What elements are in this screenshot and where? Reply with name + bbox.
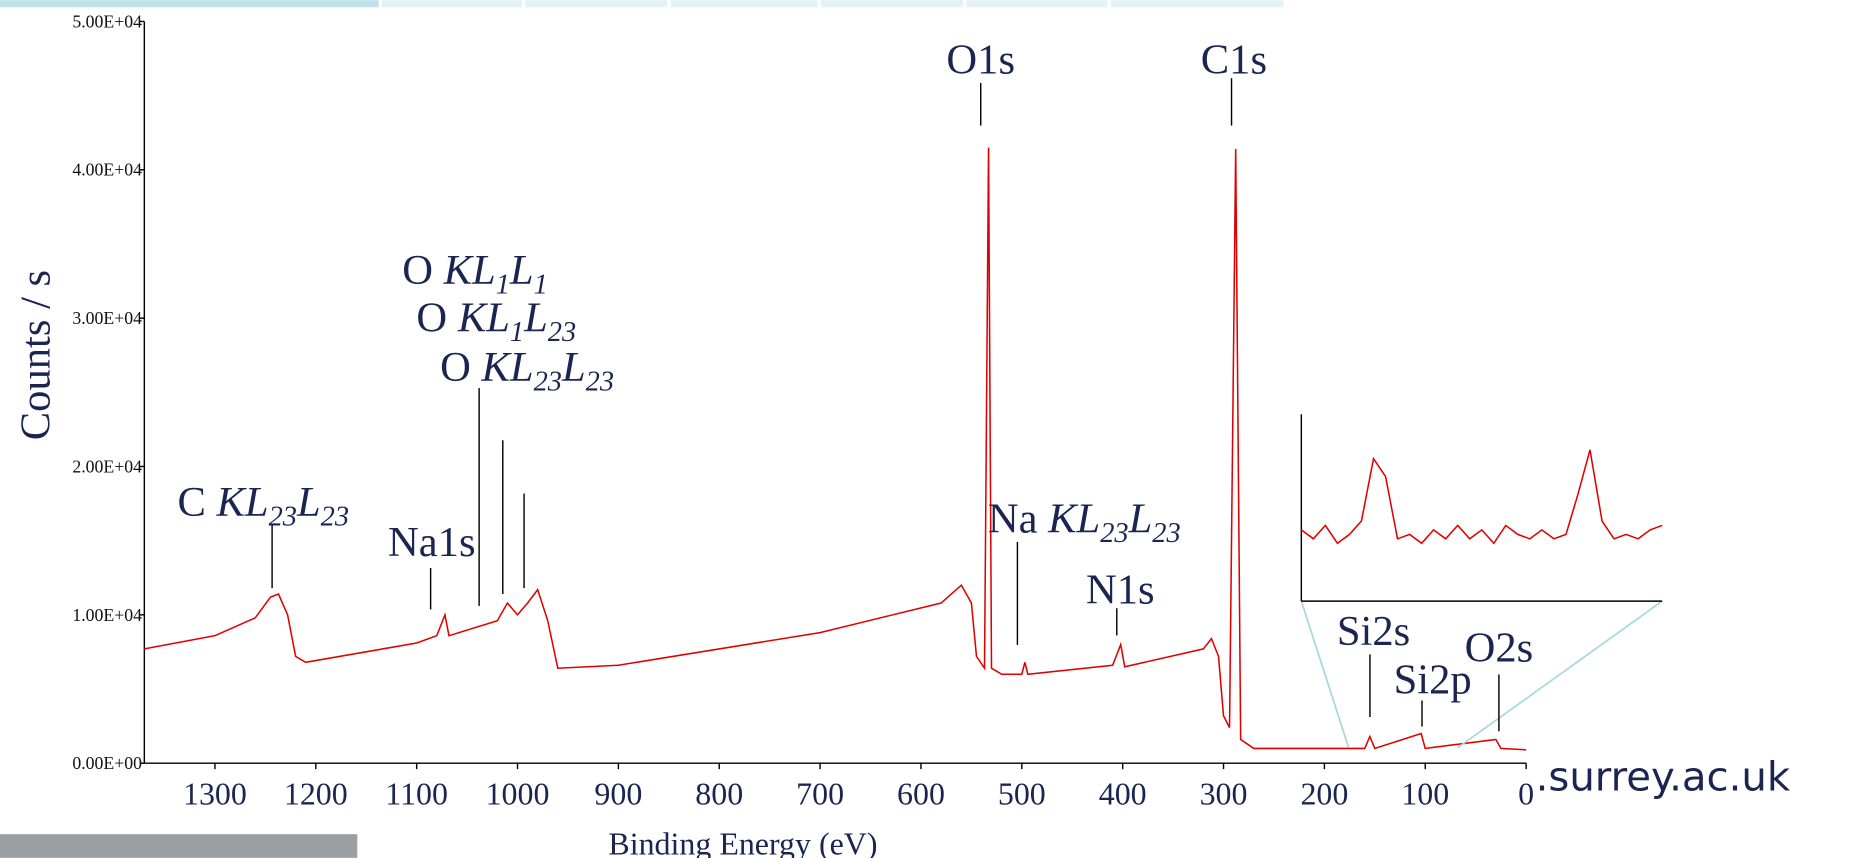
peak-label: Na1s [388, 519, 476, 566]
label-part: O1s [946, 36, 1015, 83]
label-part: KL [457, 294, 510, 341]
x-tick-label: 1100 [385, 777, 448, 812]
x-tick-label: 300 [1200, 777, 1248, 812]
label-part: Si2s [1337, 608, 1410, 655]
tab [0, 0, 379, 8]
x-axis-label: Binding Energy (eV) [608, 826, 877, 858]
tab [670, 0, 818, 8]
y-axis-label: Counts / s [13, 270, 60, 440]
label-part: L [1128, 496, 1153, 543]
y-tick-label: 4.00E+04 [72, 160, 142, 180]
x-tick-label: 100 [1401, 777, 1449, 812]
label-part: KL [216, 479, 269, 526]
inset-chart [1300, 414, 1663, 749]
zoom-line [1300, 600, 1350, 749]
label-part: Si2p [1394, 656, 1472, 703]
label-part: 1 [534, 270, 548, 301]
label-part: 23 [1152, 518, 1180, 549]
x-tick-label: 400 [1099, 777, 1147, 812]
tab [1110, 0, 1284, 8]
label-part: L [296, 479, 321, 526]
label-part: O [416, 294, 457, 341]
spectrum-line [144, 147, 1527, 751]
peak-label: Si2s [1337, 608, 1410, 655]
peak-label: C1s [1201, 36, 1267, 83]
x-tick-label: 1300 [183, 777, 247, 812]
label-part: 23 [269, 501, 297, 532]
x-tick-label: 800 [695, 777, 743, 812]
main-chart: Binding Energy (eV) Counts / s 0.00E+00 1… [13, 11, 1534, 858]
label-part: C1s [1201, 36, 1267, 83]
peak-label: O2s [1465, 624, 1534, 671]
label-part: O [440, 344, 481, 391]
tab [525, 0, 668, 8]
label-part: 23 [548, 317, 576, 348]
x-tick-label: 1000 [486, 777, 550, 812]
label-part: 23 [1100, 518, 1128, 549]
x-tick-label: 700 [796, 777, 844, 812]
y-tick-label: 2.00E+04 [72, 456, 142, 476]
peak-label: O KL1L23 [416, 294, 576, 347]
x-tick-label: 200 [1300, 777, 1348, 812]
zoom-line [1456, 600, 1663, 749]
peak-label: C KL23L23 [177, 479, 349, 532]
label-part: N1s [1086, 566, 1155, 613]
y-tick-label: 5.00E+04 [72, 11, 142, 31]
peak-label: Na KL23L23 [988, 496, 1181, 549]
peak-label: N1s [1086, 566, 1155, 613]
label-part: L [509, 247, 534, 294]
label-part: L [561, 344, 586, 391]
y-tick-label: 0.00E+00 [72, 753, 142, 773]
label-part: L [523, 294, 548, 341]
y-tick-label: 3.00E+04 [72, 308, 142, 328]
x-tick-label: 900 [594, 777, 642, 812]
label-part: 23 [586, 367, 614, 398]
website: .surrey.ac.uk [1536, 754, 1791, 800]
x-tick-label: 1200 [284, 777, 348, 812]
spectrum-line [1300, 449, 1663, 545]
label-part: O [402, 247, 443, 294]
tab [821, 0, 963, 8]
photo-thumbnail [0, 834, 358, 858]
peak-label: O KL1L1 [402, 247, 548, 300]
tab-bar [0, 0, 1284, 8]
label-part: KL [480, 344, 533, 391]
label-part: 1 [496, 270, 510, 301]
label-part: 1 [510, 317, 524, 348]
label-part: C [177, 479, 216, 526]
tab [382, 0, 522, 8]
peak-label: O1s [946, 36, 1015, 83]
x-tick-label: 500 [998, 777, 1046, 812]
y-tick-label: 1.00E+04 [72, 605, 142, 625]
label-part: Na1s [388, 519, 476, 566]
peak-label: Si2p [1394, 656, 1472, 703]
peak-label: O KL23L23 [440, 344, 614, 397]
x-tick-label: 0 [1518, 777, 1534, 812]
tab [966, 0, 1108, 8]
annotations: O1s C1s O KL1L1 O KL1L23 O KL23L23 C KL2… [177, 36, 1534, 732]
label-part: KL [1047, 496, 1100, 543]
label-part: KL [443, 247, 496, 294]
x-tick-label: 600 [897, 777, 945, 812]
label-part: 23 [321, 501, 349, 532]
label-part: Na [988, 496, 1048, 543]
label-part: O2s [1465, 624, 1534, 671]
label-part: 23 [534, 367, 562, 398]
